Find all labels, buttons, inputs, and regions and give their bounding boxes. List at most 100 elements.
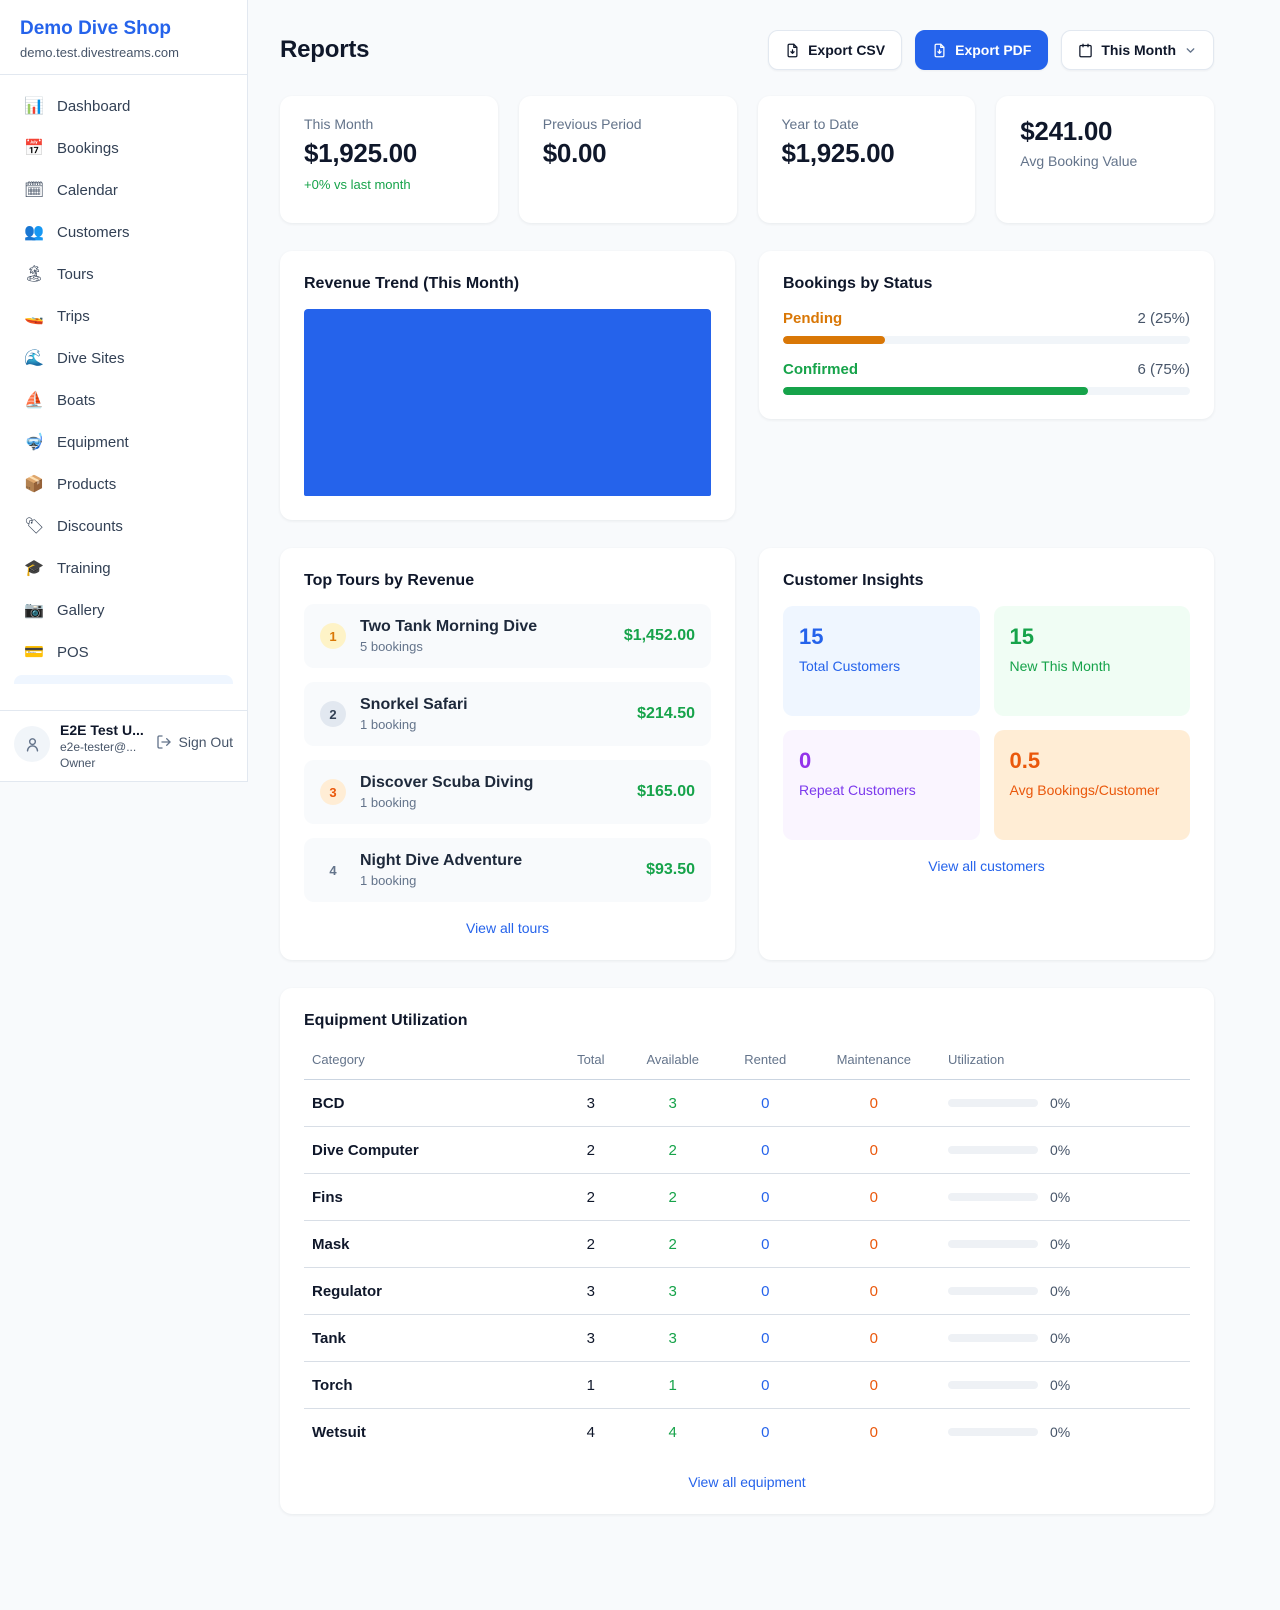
- cell-maintenance: 0: [807, 1267, 940, 1315]
- stat-value: $241.00: [1020, 116, 1113, 146]
- sidebar-item-discounts[interactable]: 🏷 Discounts: [12, 507, 235, 545]
- sidebar-item-reports-partial[interactable]: [14, 675, 233, 684]
- equipment-utilization-title: Equipment Utilization: [304, 1012, 468, 1029]
- utilization-bar: [948, 1240, 1038, 1248]
- sidebar-item-products[interactable]: 📦 Products: [12, 465, 235, 503]
- sidebar-item-gallery[interactable]: 📷 Gallery: [12, 591, 235, 629]
- export-csv-button[interactable]: Export CSV: [768, 30, 903, 70]
- sign-out-button[interactable]: Sign Out: [156, 734, 233, 750]
- insights-row: Top Tours by Revenue 1 Two Tank Morning …: [280, 548, 1214, 960]
- tour-name: Two Tank Morning Dive: [360, 618, 538, 635]
- view-all-customers-link[interactable]: View all customers: [928, 858, 1045, 874]
- table-row: Mask 2 2 0 0 0%: [304, 1220, 1190, 1268]
- package-icon: 📦: [24, 476, 44, 493]
- column-header-utilization: Utilization: [940, 1040, 1190, 1080]
- cell-category: Dive Computer: [304, 1126, 559, 1174]
- stat-value: $0.00: [542, 138, 607, 168]
- shop-header: Demo Dive Shop demo.test.divestreams.com: [0, 0, 247, 75]
- sidebar-item-label: Boats: [57, 391, 96, 409]
- utilization-pct: 0%: [1050, 1142, 1071, 1158]
- sidebar-item-dive-sites[interactable]: 🌊 Dive Sites: [12, 339, 235, 377]
- view-all-tours-link[interactable]: View all tours: [465, 920, 549, 936]
- sidebar-item-training[interactable]: 🎓 Training: [12, 549, 235, 587]
- cell-rented: 0: [722, 1314, 808, 1362]
- stat-delta: +0% vs last month: [304, 177, 411, 192]
- cell-available: 3: [622, 1079, 723, 1127]
- sidebar-item-label: Discounts: [57, 517, 123, 535]
- top-tours-title: Top Tours by Revenue: [304, 572, 475, 589]
- stat-card-year-to-date: Year to Date $1,925.00: [757, 96, 976, 223]
- cell-category: Torch: [304, 1361, 559, 1409]
- cell-rented: 0: [722, 1126, 808, 1174]
- calendar-icon: [1079, 43, 1093, 57]
- cell-rented: 0: [722, 1173, 808, 1221]
- cell-utilization: 0%: [940, 1409, 1190, 1456]
- list-item: 2 Snorkel Safari 1 booking $214.50: [304, 682, 711, 746]
- utilization-bar: [948, 1334, 1038, 1342]
- table-header-row: Category Total Available Rented Maintena…: [304, 1040, 1190, 1080]
- rank-badge: 1: [320, 623, 346, 649]
- cell-rented: 0: [761, 1423, 770, 1441]
- stat-value: $1,925.00: [781, 138, 895, 168]
- utilization-bar: [948, 1146, 1038, 1154]
- utilization-bar: [948, 1428, 1038, 1437]
- status-row-pending: Pending 2 (25%): [783, 310, 1190, 344]
- table-row: Regulator 3 3 0 0 0%: [304, 1267, 1190, 1315]
- rank-badge: 3: [320, 779, 346, 805]
- sidebar-item-bookings[interactable]: 📅 Bookings: [12, 129, 235, 167]
- tour-name: Discover Scuba Diving: [360, 774, 534, 791]
- sidebar-item-dashboard[interactable]: 📊 Dashboard: [12, 87, 235, 125]
- cell-rented: 0: [722, 1079, 808, 1127]
- cell-rented: 0: [722, 1220, 808, 1268]
- cell-total: 3: [559, 1314, 623, 1362]
- sidebar-item-customers[interactable]: 👥 Customers: [12, 213, 235, 251]
- rank-badge: 2: [320, 701, 346, 727]
- period-dropdown[interactable]: This Month: [1061, 30, 1214, 70]
- sidebar-item-trips[interactable]: 🚤 Trips: [12, 297, 235, 335]
- stat-card-this-month: This Month $1,925.00 +0% vs last month: [280, 96, 498, 223]
- column-header-rented: Rented: [722, 1040, 808, 1080]
- person-icon: [26, 737, 38, 752]
- sidebar-item-label: Customers: [57, 223, 130, 241]
- cell-rented: 0: [722, 1361, 808, 1409]
- speedboat-icon: 🚤: [24, 308, 44, 325]
- sidebar-item-boats[interactable]: ⛵ Boats: [12, 381, 235, 419]
- insight-tiles: 15 Total Customers 15 New This Month 0 R…: [783, 606, 1190, 840]
- credit-card-icon: 💳: [24, 644, 44, 661]
- stat-card-avg-booking-value: $241.00 Avg Booking Value: [996, 96, 1214, 223]
- user-name: E2E Test U...: [60, 722, 144, 738]
- customer-insights-title: Customer Insights: [783, 572, 924, 589]
- utilization-bar: [948, 1193, 1038, 1201]
- revenue-trend-card: Revenue Trend (This Month): [280, 251, 735, 520]
- sidebar-item-label: Dashboard: [57, 97, 131, 115]
- status-label: Confirmed: [783, 361, 858, 378]
- export-pdf-button[interactable]: Export PDF: [915, 30, 1049, 70]
- cell-available: 2: [622, 1126, 723, 1174]
- revenue-trend-bar: [304, 309, 711, 496]
- rank-badge: 4: [329, 862, 337, 878]
- sidebar-item-pos[interactable]: 💳 POS: [12, 633, 235, 671]
- tile-label: Avg Bookings/Customer: [1009, 782, 1160, 798]
- utilization-pct: 0%: [1050, 1283, 1071, 1299]
- table-row: Dive Computer 2 2 0 0 0%: [304, 1126, 1190, 1174]
- period-label: This Month: [1101, 42, 1176, 58]
- cell-maintenance: 0: [807, 1220, 940, 1268]
- column-header-available: Available: [622, 1040, 723, 1080]
- stat-label: Year to Date: [781, 116, 859, 132]
- stat-label: Avg Booking Value: [1020, 153, 1138, 169]
- tile-value: 0.5: [1009, 748, 1041, 773]
- sidebar-item-label: Bookings: [57, 139, 119, 157]
- shop-name: Demo Dive Shop: [20, 18, 171, 39]
- dive-mask-icon: 🤿: [24, 434, 44, 451]
- cell-utilization: 0%: [940, 1173, 1190, 1221]
- cell-available: 2: [622, 1173, 723, 1221]
- sidebar-item-calendar[interactable]: 🗓 Calendar: [12, 171, 235, 209]
- view-all-equipment-link[interactable]: View all equipment: [688, 1473, 806, 1490]
- sidebar-item-label: Training: [57, 559, 111, 577]
- utilization-bar: [948, 1287, 1038, 1295]
- tile-repeat-customers: 0 Repeat Customers: [783, 730, 980, 840]
- sidebar-item-equipment[interactable]: 🤿 Equipment: [12, 423, 235, 461]
- table-row: Torch 1 1 0 0 0%: [304, 1361, 1190, 1409]
- tour-revenue: $1,452.00: [623, 627, 695, 644]
- sidebar-item-tours[interactable]: 🏝 Tours: [12, 255, 235, 293]
